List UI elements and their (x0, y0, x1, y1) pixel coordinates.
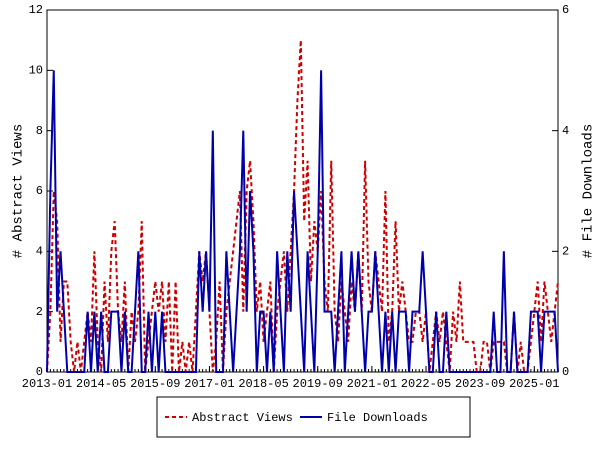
y2-tick-label: 2 (562, 245, 569, 259)
x-tick-label: 2023-09 (455, 377, 505, 391)
x-tick-label: 2025-01 (509, 377, 559, 391)
y2-tick-label: 6 (562, 3, 569, 17)
x-tick-label: 2013-01 (22, 377, 72, 391)
x-tick-label: 2014-05 (76, 377, 126, 391)
x-tick-label: 2022-05 (401, 377, 451, 391)
legend-label: Abstract Views (192, 411, 293, 425)
y2-axis-title: # File Downloads (581, 124, 597, 258)
y2-tick-label: 4 (562, 124, 569, 138)
x-tick-label: 2015-09 (130, 377, 180, 391)
x-tick-label: 2019-09 (293, 377, 343, 391)
y-tick-label: 4 (36, 245, 43, 259)
series-line (46, 40, 559, 373)
x-tick-label: 2021-01 (347, 377, 397, 391)
x-tick-label: 2017-01 (184, 377, 234, 391)
y-tick-label: 0 (36, 365, 43, 379)
legend-label: File Downloads (327, 411, 428, 425)
y2-tick-label: 0 (562, 365, 569, 379)
y-axis-title: # Abstract Views (11, 124, 27, 258)
series-line (46, 70, 559, 373)
y-tick-label: 12 (29, 3, 43, 17)
y-tick-label: 10 (29, 64, 43, 78)
y-tick-label: 8 (36, 124, 43, 138)
y-tick-label: 6 (36, 184, 43, 198)
legend (156, 396, 471, 438)
y-tick-label: 2 (36, 305, 43, 319)
x-tick-label: 2018-05 (238, 377, 288, 391)
